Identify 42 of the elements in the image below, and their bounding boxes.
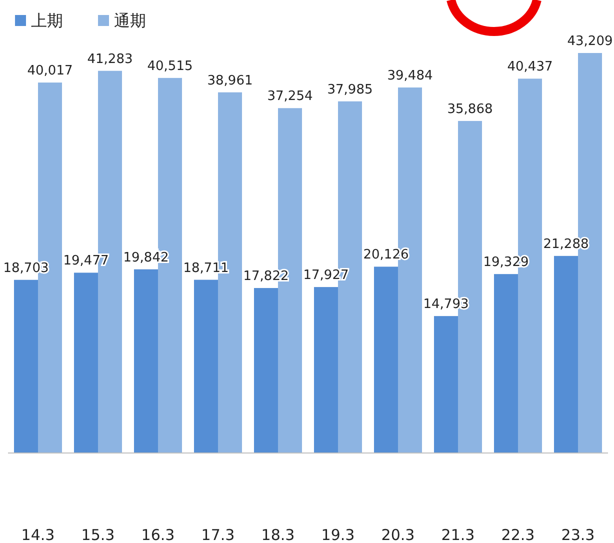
- data-label: 18,703: [3, 260, 49, 276]
- x-tick-label: 15.3: [81, 526, 115, 543]
- x-tick-label: 17.3: [201, 526, 235, 543]
- data-label: 38,961: [207, 73, 253, 88]
- bar: [374, 266, 398, 453]
- bar: [434, 316, 458, 453]
- data-label: 37,254: [267, 89, 313, 104]
- bar: [74, 272, 98, 453]
- data-label: 37,985: [327, 82, 373, 98]
- data-label: 40,515: [147, 58, 193, 74]
- data-label: 19,842: [123, 250, 169, 266]
- data-label: 20,126: [363, 248, 409, 263]
- x-tick-label: 19.3: [321, 526, 355, 543]
- bar: [494, 274, 518, 453]
- data-label: 41,283: [87, 52, 133, 67]
- bar: [314, 287, 338, 453]
- x-tick-label: 14.3: [21, 526, 55, 543]
- x-tick-label: 20.3: [381, 526, 415, 543]
- x-tick-label: 18.3: [261, 526, 295, 543]
- data-label: 19,329: [483, 255, 529, 270]
- x-tick-label: 21.3: [441, 526, 475, 543]
- legend-label: 上期: [31, 11, 63, 30]
- data-label: 39,484: [387, 68, 433, 84]
- legend-label: 通期: [114, 11, 146, 30]
- bar: [554, 256, 578, 453]
- data-label: 21,288: [543, 236, 589, 252]
- bar: [194, 280, 218, 453]
- data-label: 14,793: [423, 297, 469, 312]
- data-label: 17,927: [303, 268, 349, 284]
- data-label: 43,209: [567, 34, 613, 49]
- x-tick-label: 23.3: [561, 526, 595, 543]
- data-label: 19,477: [63, 254, 109, 269]
- bar: [14, 280, 38, 453]
- data-label: 40,437: [507, 60, 553, 75]
- x-tick-label: 22.3: [501, 526, 535, 543]
- data-label: 17,822: [243, 269, 289, 284]
- bar: [254, 288, 278, 453]
- x-tick-label: 16.3: [141, 526, 175, 543]
- data-label: 35,868: [447, 102, 493, 117]
- data-label: 40,017: [27, 64, 73, 79]
- data-label: 18,711: [183, 260, 229, 276]
- bar: [134, 269, 158, 453]
